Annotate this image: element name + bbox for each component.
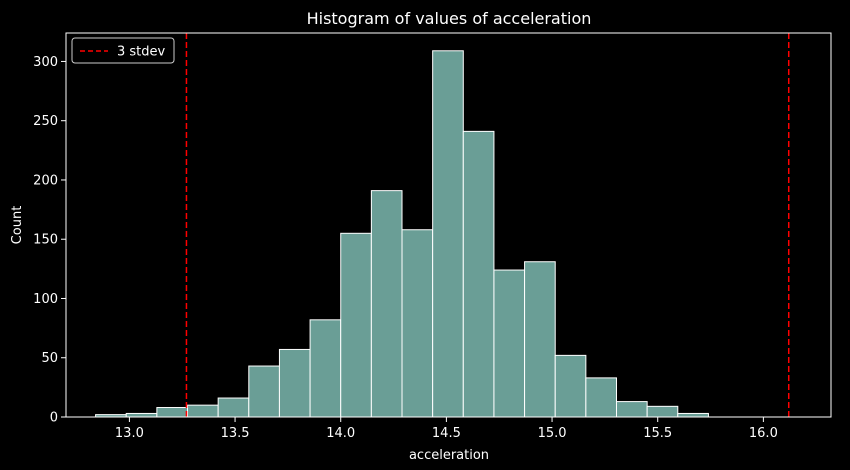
histogram-bar-17 bbox=[616, 401, 648, 418]
x-tick-label-3: 14.5 bbox=[432, 426, 461, 441]
bars-group bbox=[95, 50, 709, 418]
histogram-bar-1 bbox=[125, 412, 158, 418]
vlines-group bbox=[185, 33, 790, 417]
histogram-bar-5 bbox=[248, 365, 280, 418]
x-tick-label-2: 14.0 bbox=[326, 426, 355, 441]
x-axis: 13.0 13.5 14.0 14.5 15.0 15.5 16.0 bbox=[115, 417, 778, 441]
histogram-bar-13 bbox=[493, 269, 526, 418]
y-tick-label-5: 250 bbox=[33, 114, 58, 129]
legend-box bbox=[71, 37, 175, 64]
chart-title: Histogram of values of acceleration bbox=[307, 9, 592, 28]
histogram-bar-2 bbox=[156, 407, 189, 418]
y-tick-label-0: 0 bbox=[50, 411, 58, 426]
y-tick-label-3: 150 bbox=[33, 233, 58, 248]
histogram-bar-6 bbox=[278, 348, 311, 418]
y-axis-label: Count bbox=[10, 206, 25, 245]
histogram-bar-12 bbox=[462, 130, 495, 418]
legend: 3 stdev bbox=[71, 37, 175, 64]
histogram-bar-18 bbox=[646, 405, 679, 418]
y-tick-label-6: 300 bbox=[33, 55, 58, 70]
histogram-bar-19 bbox=[677, 412, 709, 418]
y-tick-label-1: 50 bbox=[41, 351, 58, 366]
x-tick-label-0: 13.0 bbox=[115, 426, 144, 441]
y-tick-label-4: 200 bbox=[33, 173, 58, 188]
x-tick-label-1: 13.5 bbox=[221, 426, 250, 441]
plot-frame bbox=[65, 32, 832, 418]
y-axis: 0 50 100 150 200 250 300 bbox=[33, 55, 66, 426]
legend-label: 3 stdev bbox=[117, 45, 166, 60]
histogram-bar-10 bbox=[401, 229, 434, 418]
x-tick-label-6: 16.0 bbox=[749, 426, 778, 441]
histogram-bar-9 bbox=[370, 190, 403, 418]
x-axis-label: acceleration bbox=[409, 448, 489, 463]
histogram-bar-3 bbox=[187, 404, 219, 418]
x-tick-label-5: 15.5 bbox=[643, 426, 672, 441]
histogram-bar-16 bbox=[585, 377, 618, 418]
histogram-bar-8 bbox=[340, 232, 372, 418]
y-tick-label-2: 100 bbox=[33, 292, 58, 307]
histogram-bar-15 bbox=[554, 354, 587, 418]
x-tick-label-4: 15.0 bbox=[538, 426, 567, 441]
histogram-bar-14 bbox=[524, 261, 556, 418]
histogram-bar-7 bbox=[309, 319, 342, 418]
histogram-bar-4 bbox=[217, 397, 250, 418]
histogram-bar-11 bbox=[432, 50, 464, 418]
